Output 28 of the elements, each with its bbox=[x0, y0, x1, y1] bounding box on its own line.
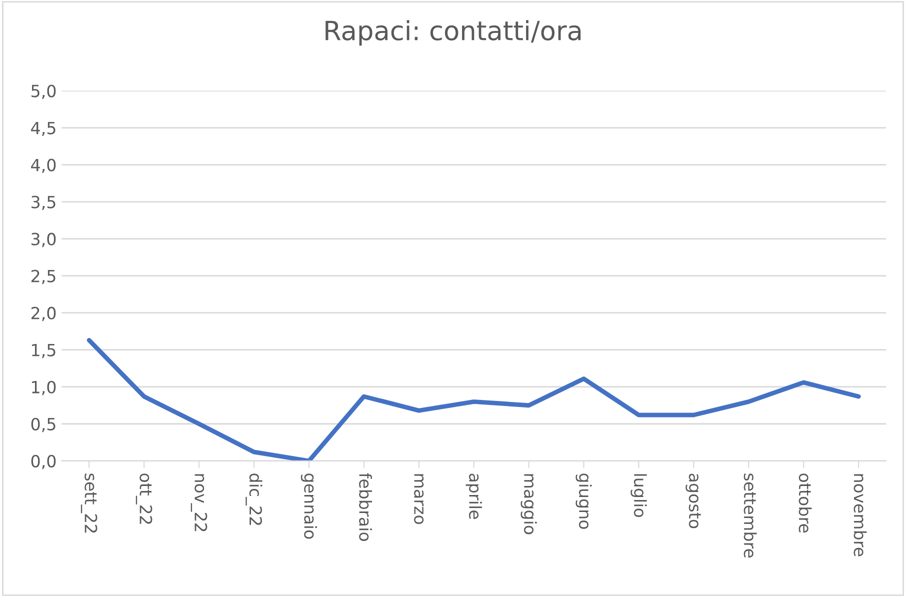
x-tick-label: novembre bbox=[854, 474, 867, 556]
y-tick-label: 4,5 bbox=[31, 122, 56, 136]
y-tick-label: 3,0 bbox=[32, 232, 56, 248]
line-series bbox=[86, 338, 861, 461]
x-tick-label: settembre bbox=[744, 474, 757, 558]
y-tick-label: 0,0 bbox=[31, 454, 56, 470]
x-tick-label: marzo bbox=[414, 474, 424, 524]
x-tick-label: luglio bbox=[630, 474, 647, 518]
x-tick-label: aprile bbox=[466, 474, 482, 519]
x-tick-label: agosto bbox=[686, 474, 701, 528]
x-tick-label: ott_22 bbox=[136, 474, 152, 524]
y-tick-label: 5,0 bbox=[32, 84, 56, 100]
y-tick-label: 2,5 bbox=[31, 270, 56, 284]
y-tick-label: 1,5 bbox=[32, 344, 56, 358]
x-tick-label: febbraio bbox=[359, 473, 372, 541]
y-tick-label: 0,5 bbox=[31, 418, 56, 432]
x-tick-label: nov_22 bbox=[190, 474, 208, 532]
x-tick-label: maggio bbox=[520, 474, 537, 534]
y-tick-label: 2,0 bbox=[31, 306, 56, 322]
x-tick-label: sett_22 bbox=[80, 474, 98, 533]
chart-title: Rapaci: contatti/ora bbox=[326, 20, 581, 46]
x-tick-label: dic_22 bbox=[246, 474, 262, 525]
y-tick-label: 1,0 bbox=[32, 380, 56, 396]
x-tick-label: giugno bbox=[576, 474, 592, 529]
y-tick-label: 4,0 bbox=[31, 158, 56, 174]
x-tick-label: gennaio bbox=[300, 474, 318, 539]
x-tick-label: ottobre bbox=[798, 474, 812, 533]
y-tick-label: 3,5 bbox=[32, 196, 56, 210]
